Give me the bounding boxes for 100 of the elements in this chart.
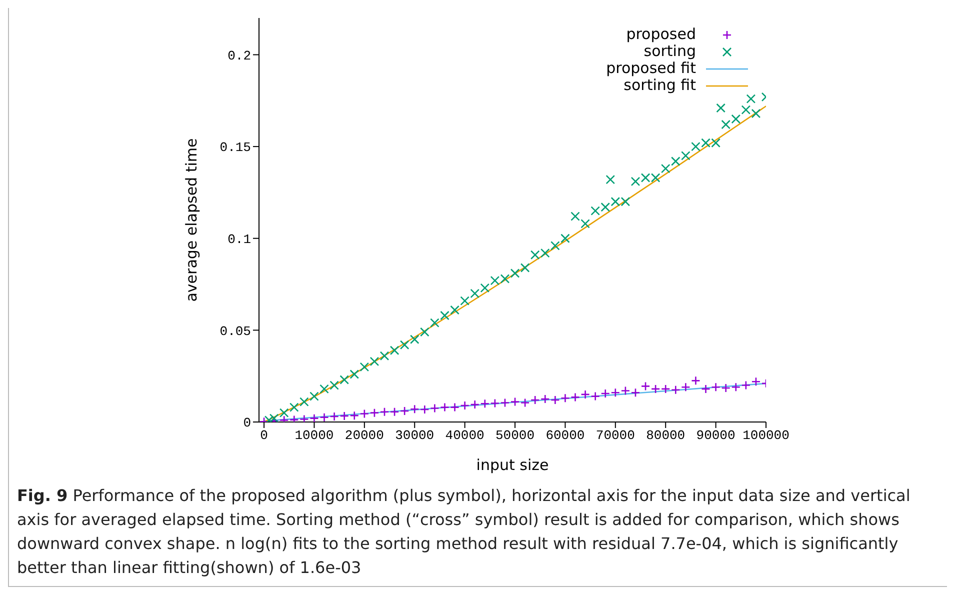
point bbox=[480, 283, 490, 293]
point bbox=[320, 384, 329, 394]
point bbox=[470, 288, 480, 298]
point bbox=[600, 202, 610, 212]
point bbox=[711, 382, 720, 392]
point bbox=[580, 219, 590, 228]
point bbox=[681, 382, 690, 392]
point bbox=[570, 392, 580, 402]
legend-label: sorting bbox=[644, 42, 696, 60]
legend-label: sorting fit bbox=[624, 76, 696, 94]
point bbox=[460, 400, 470, 410]
point bbox=[500, 398, 510, 408]
point bbox=[630, 176, 640, 186]
point bbox=[370, 408, 380, 418]
point bbox=[731, 382, 741, 392]
point bbox=[340, 411, 349, 421]
y-tick-label: 0.2 bbox=[228, 48, 251, 64]
point bbox=[716, 103, 726, 113]
point bbox=[510, 268, 520, 278]
point bbox=[590, 206, 600, 216]
point bbox=[640, 382, 650, 391]
point bbox=[691, 142, 700, 152]
point bbox=[721, 120, 730, 130]
y-tick-label: 0.1 bbox=[228, 232, 252, 247]
point bbox=[380, 351, 390, 361]
point bbox=[330, 412, 339, 422]
point bbox=[520, 263, 530, 272]
point bbox=[390, 407, 400, 417]
point bbox=[440, 402, 450, 412]
x-axis-title: input size bbox=[476, 456, 549, 474]
x-tick-label: 30000 bbox=[395, 428, 434, 444]
point bbox=[670, 385, 680, 395]
caption: Fig. 9 bbox=[17, 486, 68, 505]
line-series bbox=[263, 105, 766, 422]
x-tick-label: 0 bbox=[260, 428, 268, 444]
point bbox=[480, 398, 490, 408]
x-tick-label: 90000 bbox=[696, 428, 736, 444]
point bbox=[691, 376, 700, 386]
point bbox=[570, 212, 580, 221]
point bbox=[430, 318, 440, 328]
point bbox=[550, 395, 560, 405]
point bbox=[590, 392, 600, 401]
point bbox=[300, 414, 309, 422]
point bbox=[550, 241, 560, 250]
point bbox=[400, 340, 410, 350]
point bbox=[721, 383, 730, 393]
point bbox=[350, 410, 360, 420]
point bbox=[430, 404, 440, 413]
point bbox=[606, 174, 616, 184]
point bbox=[289, 415, 299, 422]
point bbox=[400, 406, 410, 416]
x-tick-label: 100000 bbox=[742, 428, 790, 444]
y-tick-label: 0.15 bbox=[220, 140, 251, 156]
point bbox=[470, 400, 480, 410]
point bbox=[420, 404, 430, 414]
y-axis-title: average elapsed time bbox=[182, 138, 200, 302]
x-tick-label: 70000 bbox=[596, 428, 635, 444]
legend-label: proposed fit bbox=[606, 59, 696, 77]
point bbox=[410, 404, 420, 414]
point bbox=[360, 362, 370, 372]
point bbox=[681, 151, 690, 160]
point bbox=[560, 234, 570, 244]
point bbox=[490, 398, 500, 408]
point bbox=[360, 409, 370, 418]
point bbox=[269, 414, 279, 422]
x-tick-label: 50000 bbox=[496, 428, 535, 444]
point bbox=[370, 356, 380, 366]
point bbox=[460, 296, 470, 306]
point bbox=[520, 398, 530, 408]
point bbox=[580, 390, 590, 400]
point bbox=[440, 310, 450, 320]
point bbox=[600, 388, 610, 398]
point bbox=[741, 380, 751, 390]
y-tick-label: 0.05 bbox=[220, 324, 251, 339]
point bbox=[510, 397, 520, 406]
point bbox=[450, 402, 460, 412]
point bbox=[279, 408, 289, 418]
x-tick-label: 60000 bbox=[546, 428, 585, 444]
point bbox=[751, 376, 761, 386]
point bbox=[560, 393, 570, 403]
x-tick-label: 80000 bbox=[646, 428, 686, 444]
point bbox=[410, 334, 420, 344]
point bbox=[670, 156, 680, 166]
point bbox=[540, 394, 550, 404]
x-tick-label: 10000 bbox=[294, 428, 334, 444]
point bbox=[420, 327, 430, 337]
point bbox=[630, 388, 640, 398]
point bbox=[380, 407, 390, 417]
point bbox=[751, 108, 761, 118]
x-tick-label: 20000 bbox=[344, 428, 384, 444]
x-tick-label: 40000 bbox=[445, 428, 484, 444]
point bbox=[620, 386, 630, 396]
legend-label: proposed bbox=[626, 25, 696, 43]
point bbox=[650, 384, 660, 394]
point bbox=[330, 380, 339, 390]
point bbox=[450, 305, 460, 315]
point bbox=[610, 388, 620, 398]
y-tick-label: 0 bbox=[243, 416, 251, 431]
point bbox=[660, 384, 670, 394]
point bbox=[530, 395, 540, 405]
